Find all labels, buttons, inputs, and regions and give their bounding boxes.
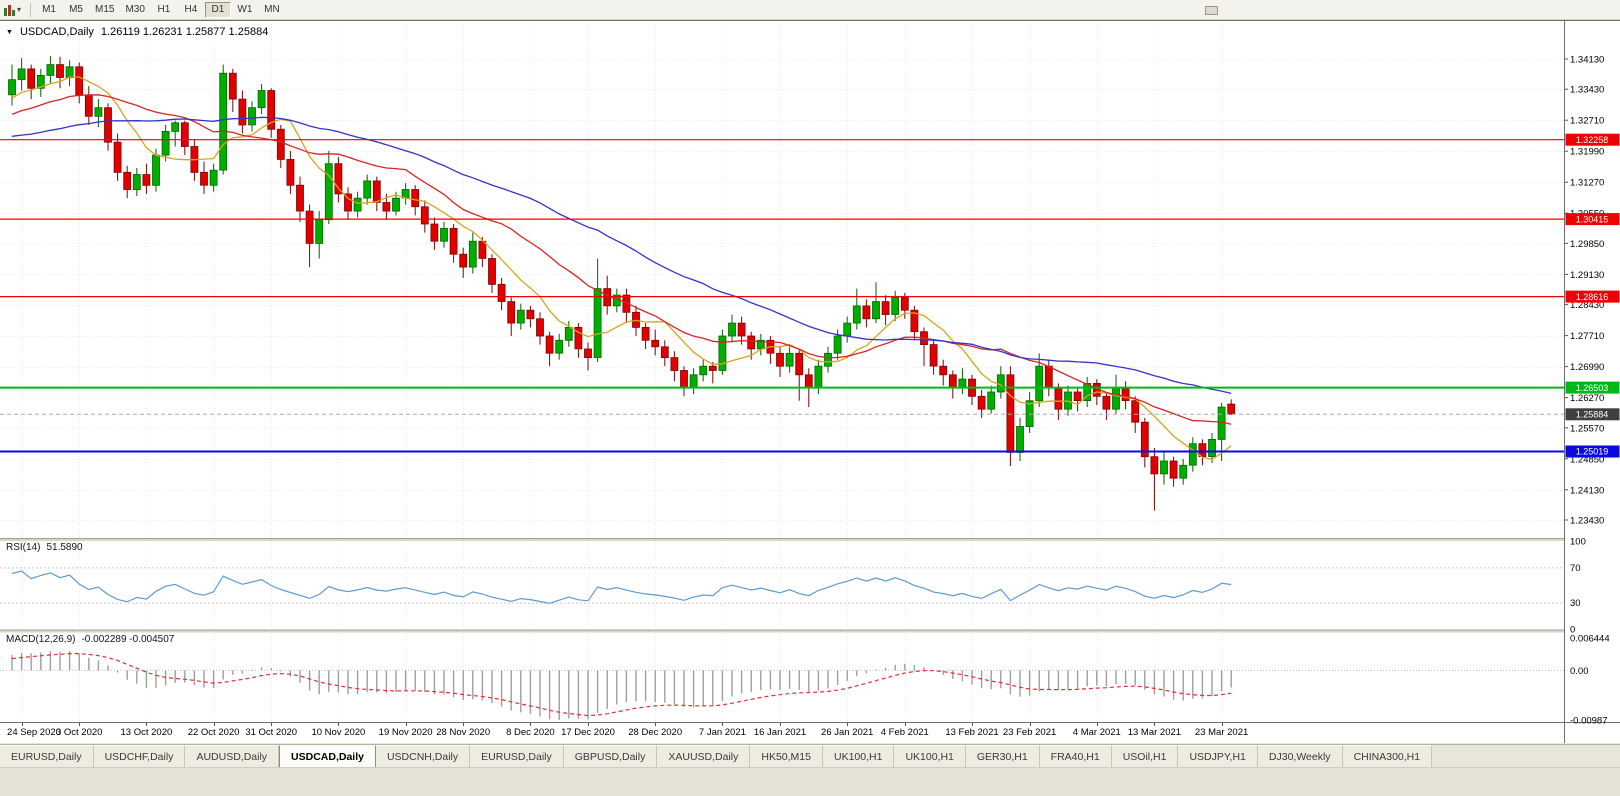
svg-text:1.32710: 1.32710	[1570, 116, 1604, 127]
chart-tab[interactable]: GBPUSD,Daily	[563, 745, 658, 767]
svg-text:1.27710: 1.27710	[1570, 331, 1604, 342]
svg-text:100: 100	[1570, 537, 1586, 548]
rsi-line	[11, 570, 1232, 604]
svg-text:1.28616: 1.28616	[1576, 292, 1609, 302]
timeframe-toolbar: ▾ M1 M5 M15 M30 H1 H4 D1 W1 MN	[0, 0, 1620, 20]
fast-ma-line	[11, 76, 1232, 461]
svg-text:10 Nov 2020: 10 Nov 2020	[311, 727, 365, 738]
chart-tab[interactable]: CHINA300,H1	[1342, 745, 1433, 767]
price-axis: 1.341301.334301.327101.319901.312701.305…	[1564, 20, 1620, 743]
svg-text:23 Feb 2021: 23 Feb 2021	[1003, 727, 1056, 738]
svg-text:1.26990: 1.26990	[1570, 362, 1604, 373]
chart-tab[interactable]: GER30,H1	[965, 745, 1040, 767]
svg-text:1.25570: 1.25570	[1570, 423, 1604, 434]
chart-tab[interactable]: USDCAD,Daily	[279, 745, 376, 767]
svg-text:8 Dec 2020: 8 Dec 2020	[506, 727, 555, 738]
svg-text:1.31270: 1.31270	[1570, 178, 1604, 189]
macd-panel-layer	[0, 651, 1564, 720]
tf-button-h1[interactable]: H1	[151, 2, 177, 18]
tf-button-w1[interactable]: W1	[232, 2, 258, 18]
svg-text:3 Oct 2020: 3 Oct 2020	[56, 727, 102, 738]
svg-text:70: 70	[1570, 563, 1581, 574]
tf-button-m30[interactable]: M30	[120, 2, 149, 18]
chart-tab[interactable]: FRA40,H1	[1039, 745, 1112, 767]
svg-text:1.28430: 1.28430	[1570, 300, 1604, 311]
svg-text:30: 30	[1570, 598, 1581, 609]
svg-text:1.26503: 1.26503	[1576, 383, 1609, 393]
svg-text:1.34130: 1.34130	[1570, 55, 1604, 66]
chart-window: 24 Sep 2020 3 Oct 2020 13 Oct 2020 22 Oct 2…	[0, 20, 1620, 743]
toolbar-separator	[30, 2, 32, 17]
svg-text:0.00: 0.00	[1570, 666, 1589, 677]
chart-tab[interactable]: EURUSD,Daily	[0, 745, 94, 767]
svg-text:4 Mar 2021: 4 Mar 2021	[1073, 727, 1121, 738]
svg-text:-0.00987: -0.00987	[1570, 716, 1608, 727]
chart-tab[interactable]: XAUUSD,Daily	[657, 745, 751, 767]
svg-text:13 Feb 2021: 13 Feb 2021	[945, 727, 998, 738]
svg-text:13 Mar 2021: 13 Mar 2021	[1128, 727, 1181, 738]
svg-text:1.24850: 1.24850	[1570, 454, 1604, 465]
svg-text:22 Oct 2020: 22 Oct 2020	[188, 727, 240, 738]
chart-type-icon[interactable]	[4, 4, 15, 16]
svg-text:1.25884: 1.25884	[1576, 409, 1609, 419]
rsi-panel-layer	[0, 567, 1564, 604]
svg-text:17 Dec 2020: 17 Dec 2020	[561, 727, 615, 738]
svg-text:1.31990: 1.31990	[1570, 147, 1604, 158]
tf-button-m5[interactable]: M5	[63, 2, 89, 18]
tf-button-m1[interactable]: M1	[36, 2, 62, 18]
svg-text:19 Nov 2020: 19 Nov 2020	[379, 727, 433, 738]
svg-text:1.26270: 1.26270	[1570, 393, 1604, 404]
slow-ma-line	[11, 116, 1232, 395]
chart-tabs-bar: EURUSD,Daily USDCHF,Daily AUDUSD,Daily USDC…	[0, 744, 1620, 767]
tf-button-mn[interactable]: MN	[259, 2, 285, 18]
tf-button-h4[interactable]: H4	[178, 2, 204, 18]
svg-text:1.29850: 1.29850	[1570, 239, 1604, 250]
svg-text:28 Dec 2020: 28 Dec 2020	[628, 727, 682, 738]
chart-tab[interactable]: EURUSD,Daily	[470, 745, 564, 767]
svg-text:1.30415: 1.30415	[1576, 214, 1609, 224]
svg-text:1.24130: 1.24130	[1570, 485, 1604, 496]
svg-text:24 Sep 2020: 24 Sep 2020	[7, 727, 61, 738]
svg-text:26 Jan 2021: 26 Jan 2021	[821, 727, 873, 738]
mid-ma-line	[11, 94, 1232, 425]
status-bar	[0, 767, 1620, 796]
chart-tab[interactable]: UK100,H1	[822, 745, 895, 767]
svg-text:13 Oct 2020: 13 Oct 2020	[121, 727, 173, 738]
svg-text:0: 0	[1570, 625, 1575, 636]
svg-text:4 Feb 2021: 4 Feb 2021	[881, 727, 929, 738]
chart-tab[interactable]: USDCNH,Daily	[375, 745, 471, 767]
macd-signal-line	[11, 652, 1232, 717]
chart-tab[interactable]: USDCHF,Daily	[93, 745, 186, 767]
svg-text:1.33430: 1.33430	[1570, 85, 1604, 96]
svg-text:1.23430: 1.23430	[1570, 516, 1604, 527]
moving-averages-layer	[11, 76, 1232, 461]
window-control-icon[interactable]	[1205, 6, 1218, 15]
panel-dividers	[0, 20, 1620, 723]
svg-text:1.32258: 1.32258	[1576, 135, 1609, 145]
chart-tab[interactable]: UK100,H1	[894, 745, 966, 767]
tf-button-m15[interactable]: M15	[90, 2, 119, 18]
hline-objects-layer	[0, 139, 1564, 453]
svg-text:1.25019: 1.25019	[1576, 447, 1609, 457]
chart-tab[interactable]: DJ30,Weekly	[1257, 745, 1343, 767]
svg-text:1.29130: 1.29130	[1570, 270, 1604, 281]
candles-layer	[8, 56, 1236, 511]
chart-tab[interactable]: HK50,M15	[750, 745, 823, 767]
svg-text:0.006444: 0.006444	[1570, 634, 1610, 645]
svg-text:28 Nov 2020: 28 Nov 2020	[436, 727, 490, 738]
timeframe-buttons: M1 M5 M15 M30 H1 H4 D1 W1 MN	[36, 1, 285, 18]
svg-text:7 Jan 2021: 7 Jan 2021	[699, 727, 746, 738]
svg-text:23 Mar 2021: 23 Mar 2021	[1195, 727, 1248, 738]
chart-tab[interactable]: USDJPY,H1	[1178, 745, 1258, 767]
dropdown-caret-icon[interactable]: ▾	[17, 5, 22, 14]
svg-text:31 Oct 2020: 31 Oct 2020	[245, 727, 297, 738]
chart-tab[interactable]: USOil,H1	[1111, 745, 1179, 767]
chart-tab[interactable]: AUDUSD,Daily	[185, 745, 280, 767]
svg-text:16 Jan 2021: 16 Jan 2021	[754, 727, 806, 738]
tf-button-d1[interactable]: D1	[204, 1, 231, 18]
